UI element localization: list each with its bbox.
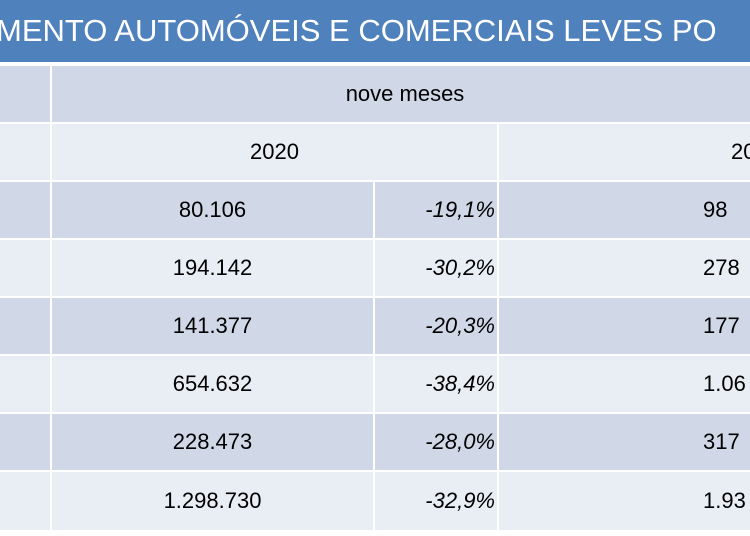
row-label-cell [0, 298, 52, 356]
title-bar: MENTO AUTOMÓVEIS E COMERCIAIS LEVES PO [0, 0, 750, 62]
percent-cell: -28,0% [375, 414, 499, 472]
percent-cell: -20,3% [375, 298, 499, 356]
group-header: nove meses [52, 66, 750, 124]
percent-cell: -30,2% [375, 240, 499, 298]
value-cell: 278 [499, 240, 750, 298]
row-label-cell [0, 414, 52, 472]
percent-cell: -38,4% [375, 356, 499, 414]
year-header: 2020 [52, 124, 499, 182]
row-label-cell [0, 182, 52, 240]
value-cell: 98 [499, 182, 750, 240]
year-header: 20 [499, 124, 750, 182]
row-label-cell [0, 240, 52, 298]
value-cell: 1.06 [499, 356, 750, 414]
row-label-cell [0, 472, 52, 532]
percent-cell: -32,9% [375, 472, 499, 532]
percent-cell: -19,1% [375, 182, 499, 240]
row-label-cell [0, 356, 52, 414]
value-cell: 194.142 [52, 240, 375, 298]
corner-cell [0, 66, 52, 124]
corner-cell [0, 124, 52, 182]
value-cell: 141.377 [52, 298, 375, 356]
value-cell: 1.298.730 [52, 472, 375, 532]
value-cell: 317 [499, 414, 750, 472]
value-cell: 1.93 [499, 472, 750, 532]
value-cell: 80.106 [52, 182, 375, 240]
value-cell: 177 [499, 298, 750, 356]
value-cell: 654.632 [52, 356, 375, 414]
value-cell: 228.473 [52, 414, 375, 472]
